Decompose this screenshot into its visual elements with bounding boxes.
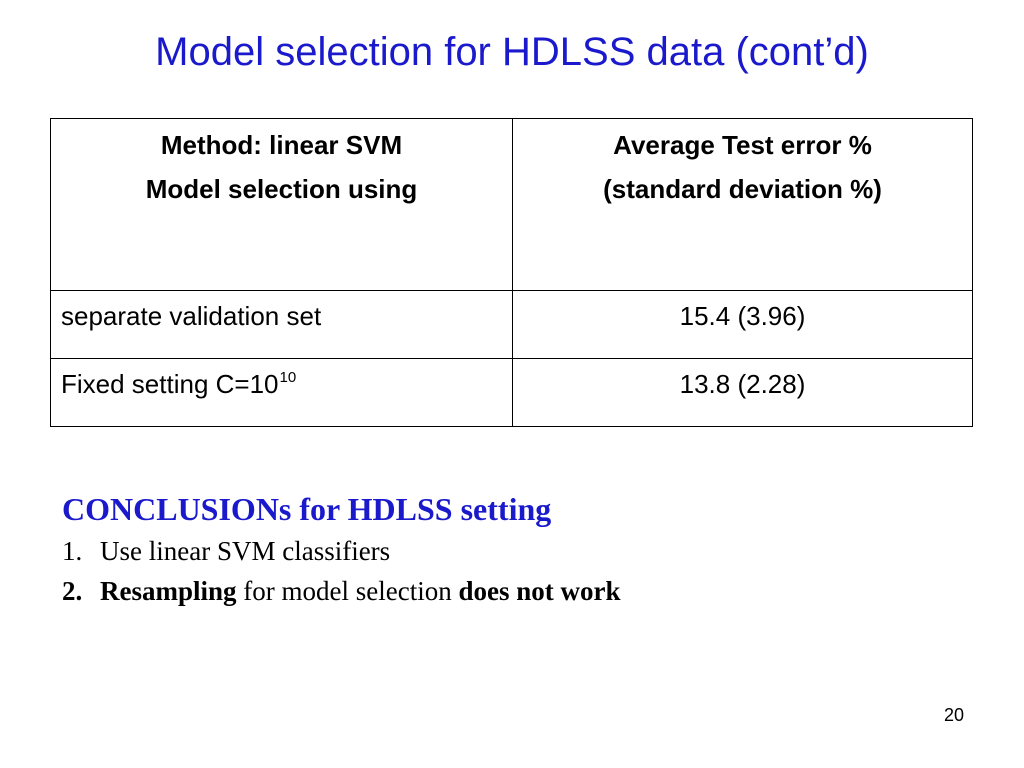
exponent: 10 <box>279 369 297 386</box>
item-bold-start: Resampling <box>100 576 237 606</box>
conclusions-heading: CONCLUSIONs for HDLSS setting <box>62 491 552 527</box>
header-error-cell: Average Test error % (standard deviation… <box>512 118 973 291</box>
method-cell: separate validation set <box>50 290 513 359</box>
table-row: separate validation set 15.4 (3.96) <box>50 290 973 359</box>
conclusion-item: 2. Resampling for model selection does no… <box>62 571 962 611</box>
page-number: 20 <box>943 705 964 725</box>
header-method-line1: Method: linear SVM <box>160 130 403 160</box>
table-header-row: Method: linear SVM Model selection using… <box>50 118 973 291</box>
table-row: Fixed setting C=1010 13.8 (2.28) <box>50 358 973 427</box>
method-text: Fixed setting C=10 <box>61 369 279 399</box>
slide-title: Model selection for HDLSS data (cont’d) <box>155 30 869 74</box>
item-text: Use linear SVM classifiers <box>100 536 391 566</box>
conclusions-section: CONCLUSIONs for HDLSS setting 1. Use line… <box>62 487 962 611</box>
error-cell: 13.8 (2.28) <box>512 358 973 427</box>
item-number: 1. <box>62 536 83 566</box>
conclusion-item: 1. Use linear SVM classifiers <box>62 531 962 571</box>
error-cell: 15.4 (3.96) <box>512 290 973 359</box>
item-bold-end: does not work <box>458 576 621 606</box>
header-error-line2: (standard deviation %) <box>603 174 882 204</box>
header-method-cell: Method: linear SVM Model selection using <box>50 118 513 291</box>
method-text: separate validation set <box>61 301 322 331</box>
header-method-line2: Model selection using <box>145 174 418 204</box>
method-cell: Fixed setting C=1010 <box>50 358 513 427</box>
item-text: for model selection <box>236 576 459 606</box>
results-table: Method: linear SVM Model selection using… <box>50 118 973 427</box>
item-number: 2. <box>62 576 83 606</box>
header-error-line1: Average Test error % <box>613 130 872 160</box>
